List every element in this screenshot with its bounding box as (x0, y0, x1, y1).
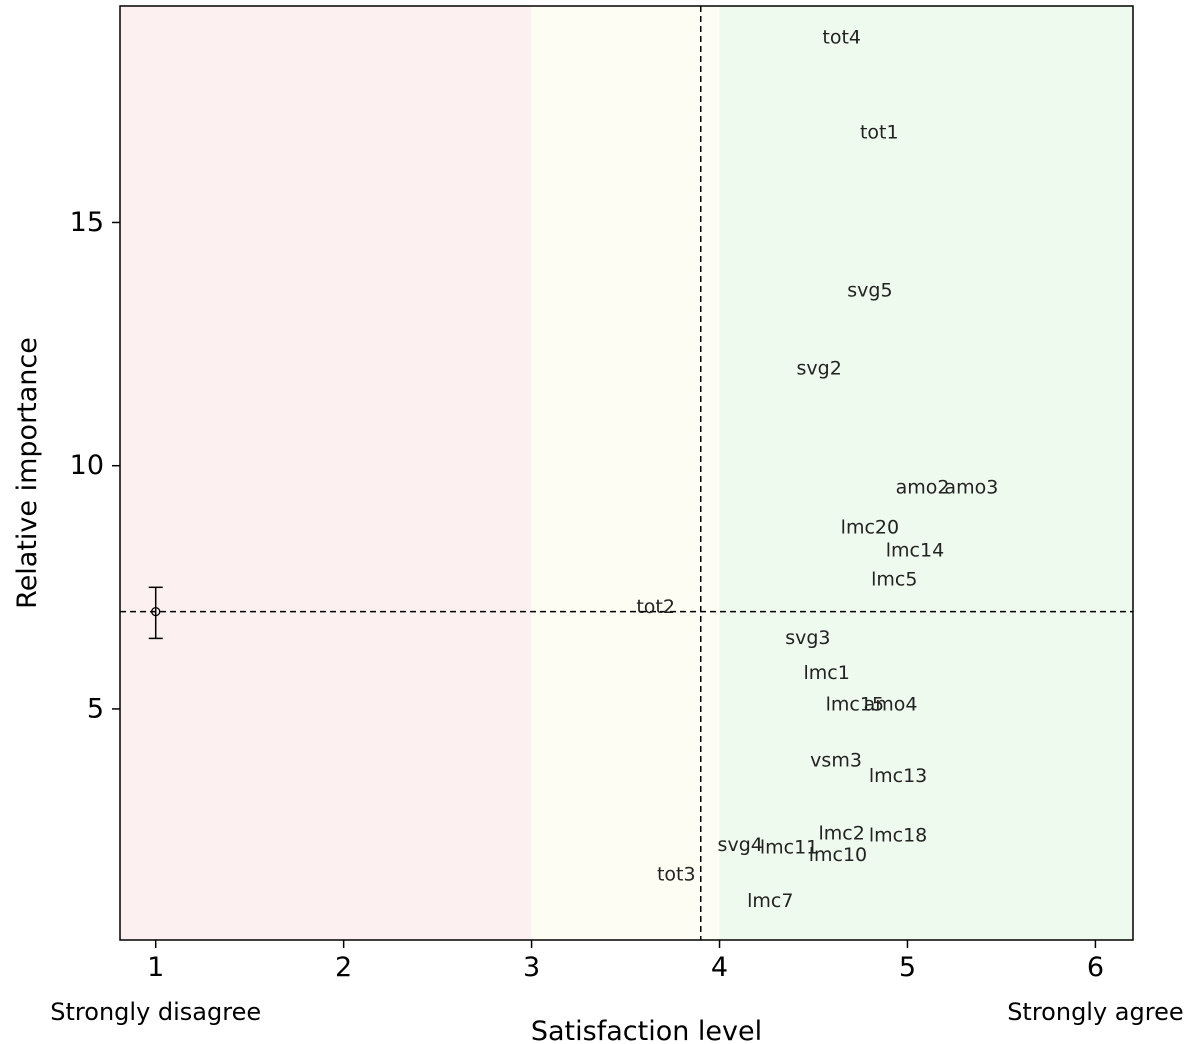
point-label-tot2: tot2 (636, 596, 675, 618)
satisfaction-regions (120, 6, 1133, 940)
x-tick-label-6: 6 (1087, 952, 1104, 983)
x-axis-title: Satisfaction level (531, 1016, 762, 1044)
point-label-amo2: amo2 (896, 477, 950, 499)
point-label-vsm3: vsm3 (810, 749, 862, 771)
plot-area-frame (119, 5, 1134, 941)
x-tick-label-4: 4 (711, 952, 728, 983)
point-label-lmc2: lmc2 (819, 822, 865, 844)
y-axis-title: Relative importance (12, 337, 43, 609)
point-label-lmc20: lmc20 (841, 516, 899, 538)
point-label-lmc15: lmc15 (826, 694, 884, 716)
point-label-tot3: tot3 (657, 863, 696, 885)
reference-lines (120, 6, 1133, 940)
point-label-tot1: tot1 (860, 121, 899, 143)
point-label-lmc14: lmc14 (886, 539, 944, 561)
point-label-svg5: svg5 (847, 280, 892, 302)
region-band-3 (719, 6, 1133, 940)
x-anchor-label-2: Strongly agree (1007, 998, 1183, 1026)
region-band-1 (120, 6, 532, 940)
mean-marker (148, 586, 163, 640)
point-label-lmc5: lmc5 (871, 569, 917, 591)
point-label-amo4: amo4 (864, 694, 918, 716)
point-label-lmc18: lmc18 (869, 824, 927, 846)
x-tick-label-5: 5 (899, 952, 916, 983)
point-label-lmc10: lmc10 (809, 844, 867, 866)
y-axis: 5 10 15 (70, 207, 120, 724)
x-anchor-label-1: Strongly disagree (50, 998, 261, 1026)
x-axis: 1 2 3 4 5 6 Strongly disagree Strongly agree (50, 940, 1184, 1026)
point-label-svg2: svg2 (796, 357, 841, 379)
point-label-lmc7: lmc7 (747, 890, 793, 912)
point-label-tot4: tot4 (822, 27, 861, 49)
point-label-svg3: svg3 (785, 627, 830, 649)
y-tick-label-10: 10 (70, 450, 104, 481)
point-label-lmc13: lmc13 (869, 765, 927, 787)
region-band-2 (531, 6, 720, 940)
point-label-lmc1: lmc1 (803, 662, 849, 684)
mean-point (151, 606, 161, 617)
x-tick-label-3: 3 (523, 952, 540, 983)
point-label-lmc11: lmc11 (760, 837, 818, 859)
point-label-amo3: amo3 (944, 477, 998, 499)
x-tick-label-1: 1 (147, 952, 164, 983)
y-tick-label-15: 15 (70, 207, 104, 238)
point-label-svg4: svg4 (718, 834, 763, 856)
y-tick-label-5: 5 (87, 693, 104, 724)
x-tick-label-2: 2 (335, 952, 352, 983)
